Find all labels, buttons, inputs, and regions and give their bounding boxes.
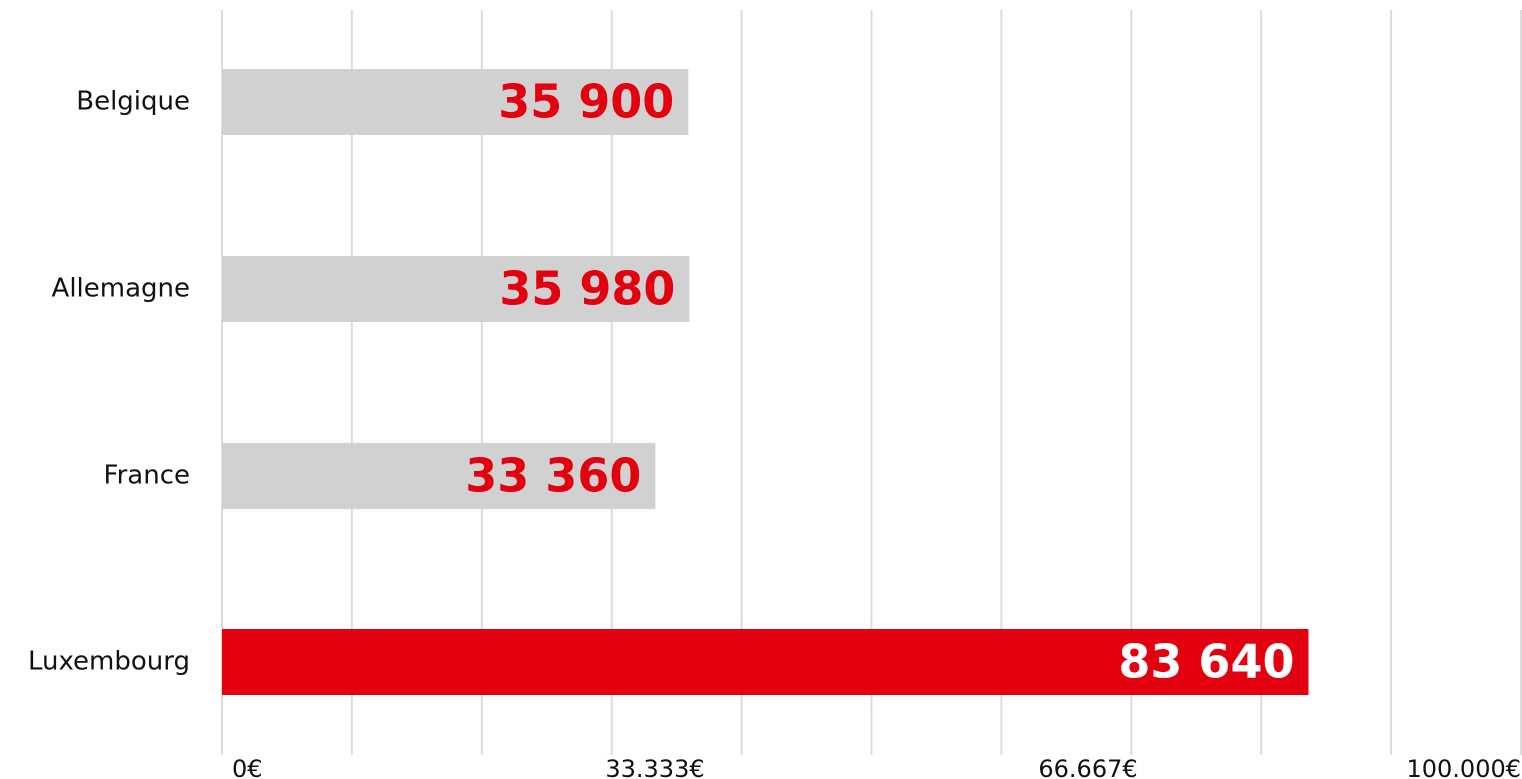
category-label: Luxembourg xyxy=(28,647,190,677)
value-label: 35 900 xyxy=(498,75,674,129)
bar xyxy=(222,443,656,509)
x-tick-label: 66.667€ xyxy=(1038,755,1137,779)
value-label: 35 980 xyxy=(499,262,675,316)
value-label: 33 360 xyxy=(465,449,641,503)
value-label: 83 640 xyxy=(1118,635,1294,689)
bar xyxy=(222,69,689,135)
category-label: Belgique xyxy=(76,87,190,117)
bar xyxy=(222,256,690,322)
x-tick-label: 100.000€ xyxy=(1406,755,1521,779)
category-label: France xyxy=(104,461,190,491)
bar xyxy=(222,629,1309,695)
category-label: Allemagne xyxy=(52,274,190,304)
x-tick-label: 0€ xyxy=(232,755,263,779)
x-tick-label: 33.333€ xyxy=(605,755,704,779)
